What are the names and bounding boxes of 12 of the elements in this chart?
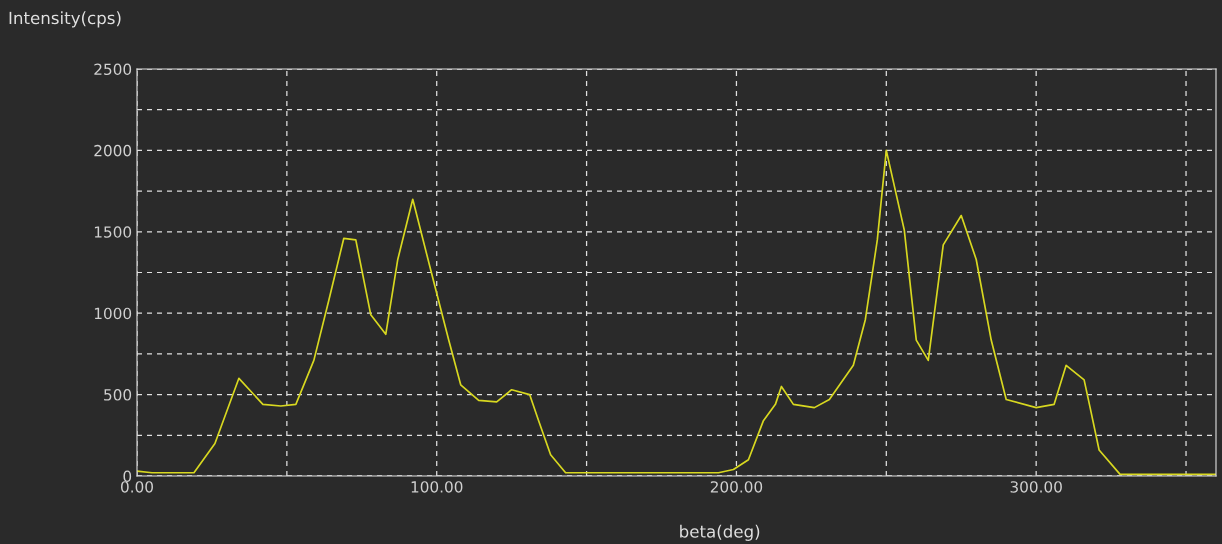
x-tick-label: 100.00 xyxy=(411,481,463,493)
y-tick-label: 2000 xyxy=(94,144,132,157)
x-tick-label: 300.00 xyxy=(1010,481,1062,493)
x-tick-label: 200.00 xyxy=(710,481,763,493)
x-tick-label: 0.00 xyxy=(121,481,153,493)
y-tick-label: 1000 xyxy=(94,307,132,320)
x-axis-title: beta(deg) xyxy=(680,524,760,541)
y-tick-label: 0 xyxy=(123,470,132,483)
y-tick-label: 1500 xyxy=(94,226,132,238)
y-tick-label: 2500 xyxy=(94,63,132,76)
y-axis-title: Intensity(cps) xyxy=(9,11,121,28)
y-tick-label: 500 xyxy=(104,389,132,401)
